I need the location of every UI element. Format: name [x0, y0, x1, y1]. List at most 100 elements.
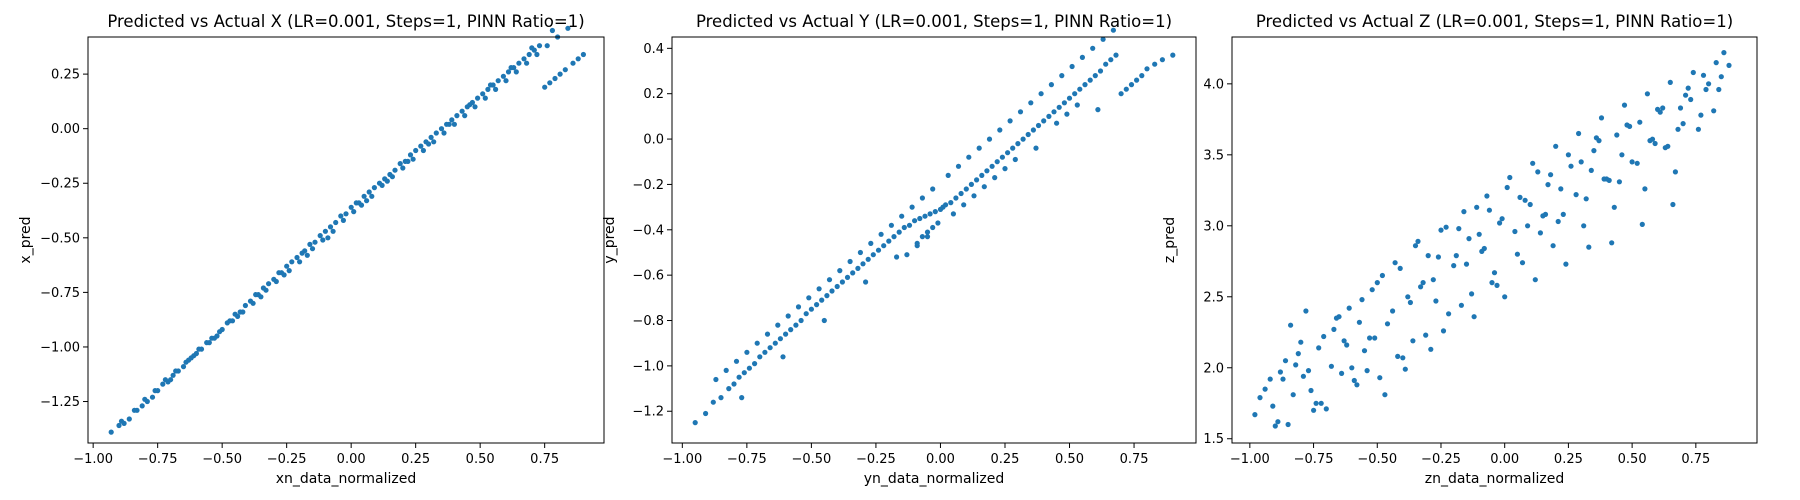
data-point — [968, 181, 975, 187]
data-point — [1339, 370, 1345, 376]
data-point — [1303, 308, 1309, 314]
data-point — [142, 396, 148, 402]
data-point — [943, 202, 949, 208]
data-point — [1637, 119, 1643, 125]
data-point — [948, 200, 954, 206]
data-point — [1170, 52, 1176, 58]
y-tick-label: −0.75 — [40, 286, 80, 301]
y-tick-label: 0.2 — [643, 87, 664, 102]
x-tick-label: −1.00 — [662, 452, 702, 467]
data-point — [343, 211, 349, 217]
axes-frame — [1231, 36, 1758, 444]
data-point — [746, 365, 753, 371]
data-point — [1652, 140, 1658, 147]
data-point — [1614, 132, 1620, 138]
data-point — [1578, 159, 1584, 165]
data-point — [1647, 138, 1653, 144]
x-tick-label: 0.00 — [1490, 452, 1519, 467]
x-tick-label: −0.75 — [1294, 452, 1334, 467]
data-point — [180, 364, 187, 370]
y-tick-label: −0.50 — [40, 231, 80, 246]
x-tick-label: −0.25 — [1421, 452, 1461, 467]
data-point — [1293, 362, 1299, 368]
data-point — [1713, 60, 1719, 66]
data-point — [1316, 345, 1322, 351]
data-point — [503, 78, 509, 84]
data-point — [808, 306, 815, 312]
data-point — [821, 317, 827, 324]
y-tick-label: 3.0 — [1203, 219, 1224, 234]
y-tick-label: −1.0 — [632, 359, 664, 374]
data-point — [914, 243, 920, 249]
data-point — [1601, 176, 1607, 182]
data-point — [229, 318, 236, 324]
data-point — [1706, 81, 1712, 87]
data-point — [1311, 407, 1317, 413]
data-point — [1586, 244, 1592, 250]
data-point — [266, 281, 272, 287]
data-point — [1670, 201, 1676, 208]
data-point — [116, 422, 122, 429]
data-point — [1698, 112, 1704, 118]
axes-frame — [87, 36, 605, 444]
data-point — [446, 121, 452, 127]
data-point — [1392, 260, 1398, 266]
data-point — [1418, 284, 1424, 290]
data-point — [772, 340, 778, 346]
data-point — [795, 304, 802, 310]
data-point — [955, 163, 962, 169]
chart-title: Predicted vs Actual X (LR=0.001, Steps=1… — [107, 12, 584, 31]
data-point — [1451, 263, 1457, 269]
data-point — [1428, 346, 1434, 352]
data-point — [906, 222, 913, 228]
data-point — [1082, 82, 1088, 88]
data-point — [526, 51, 532, 58]
data-point — [351, 209, 357, 215]
data-point — [1458, 302, 1464, 308]
data-point — [1438, 227, 1444, 233]
data-point — [361, 193, 367, 199]
data-point — [1410, 338, 1416, 344]
data-point — [552, 75, 558, 82]
data-point — [1007, 118, 1013, 124]
x-tick-label: −0.50 — [1357, 452, 1397, 467]
data-point — [493, 86, 499, 92]
y-tick-label: 0.0 — [643, 133, 664, 148]
y-tick-label: −1.00 — [40, 340, 80, 355]
data-point — [441, 130, 447, 136]
data-point — [1405, 294, 1411, 300]
data-point — [961, 202, 967, 208]
data-point — [1108, 57, 1114, 63]
data-point — [170, 372, 176, 378]
data-point — [1456, 226, 1462, 232]
data-point — [1716, 86, 1722, 93]
data-point — [472, 104, 478, 110]
data-point — [1092, 73, 1098, 79]
data-point — [338, 213, 344, 219]
data-point — [1290, 392, 1296, 398]
data-point — [482, 95, 488, 101]
data-point — [1568, 163, 1574, 169]
data-point — [839, 279, 846, 285]
data-point — [1453, 253, 1459, 259]
data-point — [289, 259, 295, 265]
data-point — [449, 117, 455, 123]
data-point — [1514, 251, 1520, 257]
data-point — [754, 340, 760, 346]
data-point — [500, 73, 506, 79]
data-point — [149, 394, 156, 400]
data-point — [524, 60, 530, 66]
data-point — [400, 165, 406, 171]
data-point — [1033, 145, 1039, 151]
data-point — [1660, 105, 1666, 111]
x-tick-label: 0.25 — [991, 452, 1020, 467]
data-point — [126, 416, 132, 422]
data-point — [1624, 122, 1630, 128]
data-point — [1512, 228, 1518, 235]
data-point — [757, 354, 763, 360]
data-point — [1655, 106, 1661, 112]
data-point — [1262, 386, 1268, 392]
x-tick-label: −0.25 — [267, 452, 307, 467]
data-point — [410, 156, 416, 162]
